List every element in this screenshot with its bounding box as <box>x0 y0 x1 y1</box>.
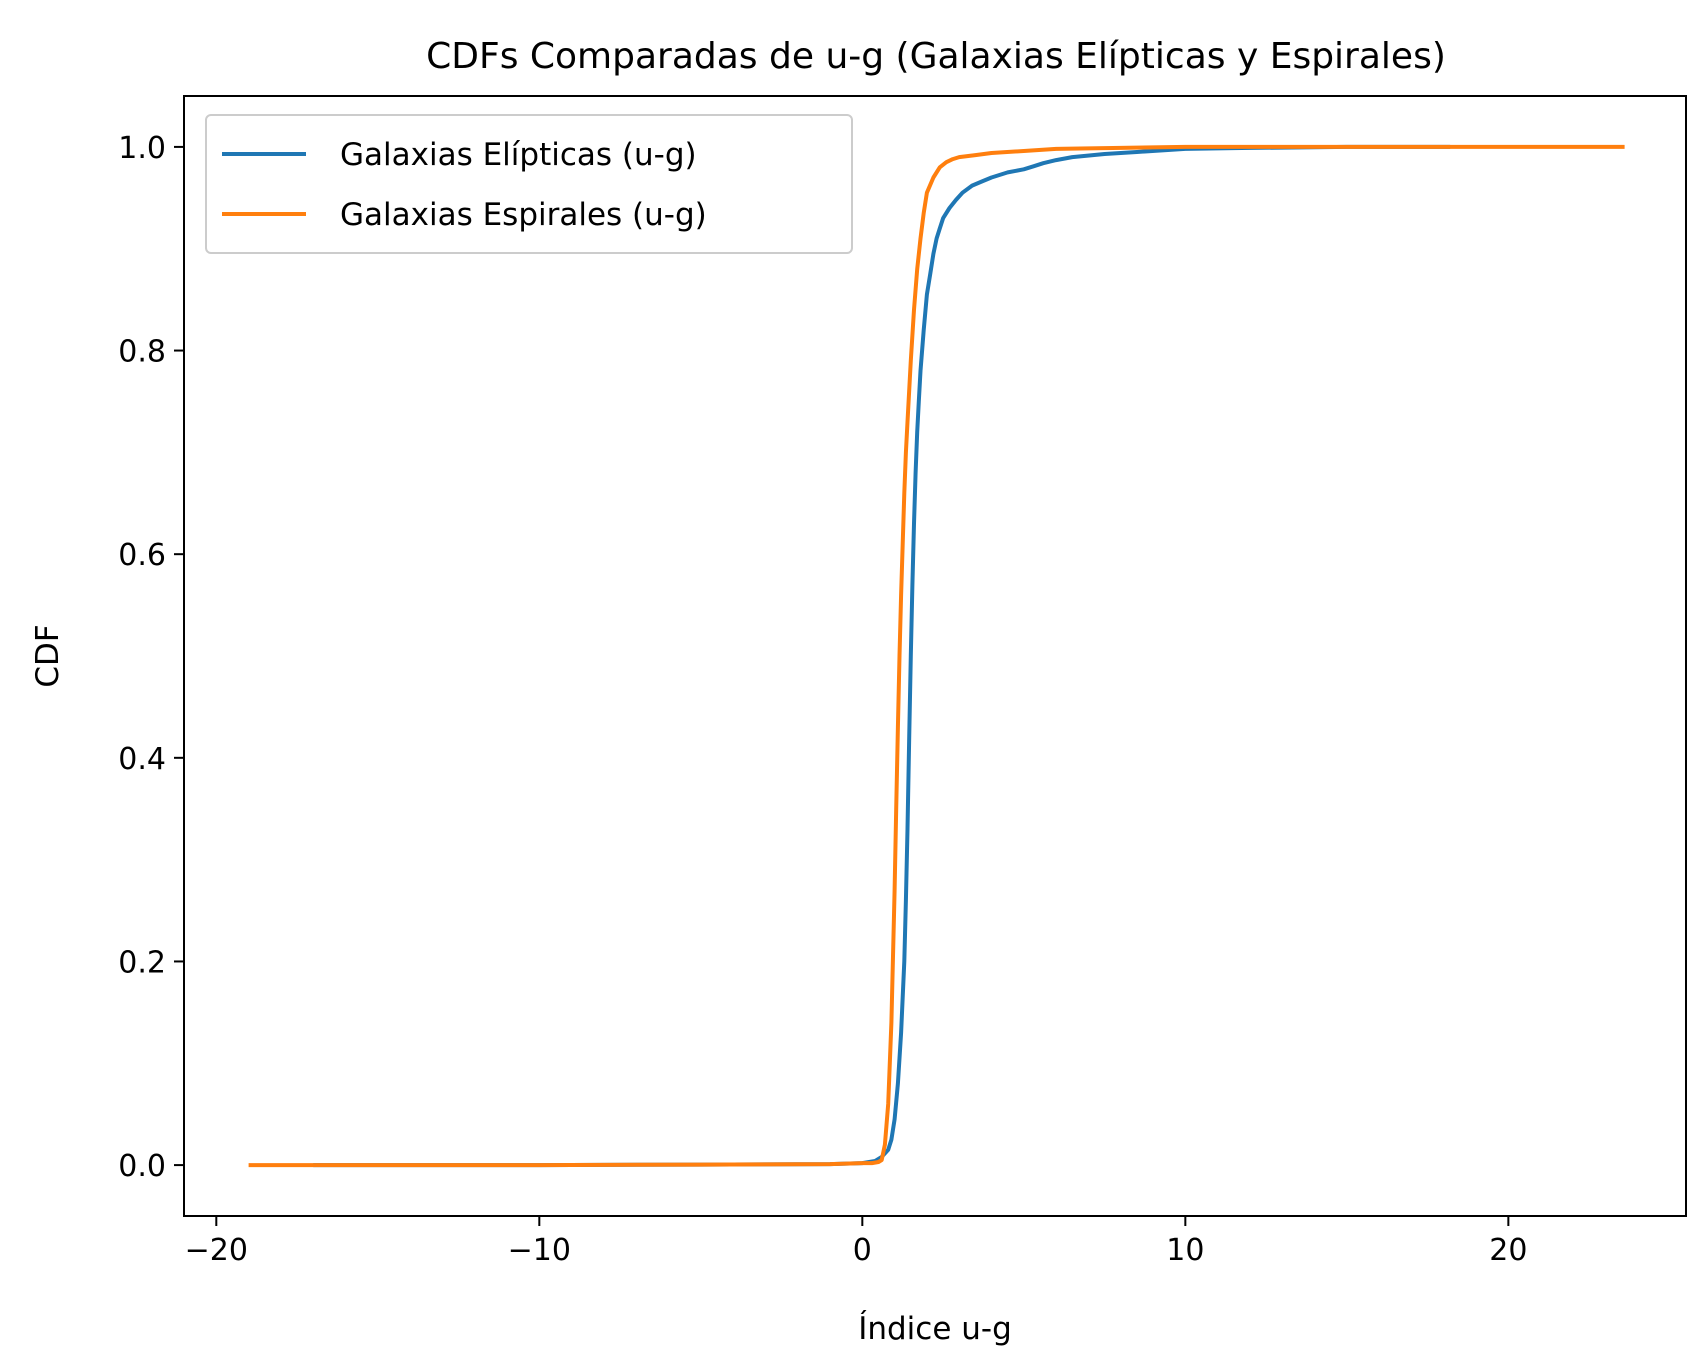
legend-label-espirales: Galaxias Espirales (u-g) <box>340 197 707 233</box>
legend-label-elipticas: Galaxias Elípticas (u-g) <box>340 137 697 173</box>
chart-title: CDFs Comparadas de u-g (Galaxias Elíptic… <box>426 36 1446 77</box>
x-tick-label: 0 <box>853 1233 872 1268</box>
y-tick-label: 1.0 <box>118 131 166 166</box>
y-axis-ticks: 0.0 0.2 0.4 0.6 0.8 1.0 <box>118 131 184 1184</box>
y-tick-label: 0.2 <box>118 945 166 980</box>
y-tick-label: 0.6 <box>118 538 166 573</box>
plot-area <box>184 96 1686 1216</box>
legend-box <box>205 114 853 254</box>
series-line-elipticas <box>313 144 1451 1168</box>
x-tick-label: −10 <box>508 1233 571 1268</box>
legend: Galaxias Elípticas (u-g) Galaxias Espira… <box>205 114 853 254</box>
y-tick-label: 0.4 <box>118 742 166 777</box>
x-tick-label: −20 <box>185 1233 248 1268</box>
y-axis-label: CDF <box>30 624 66 687</box>
series-layer <box>248 144 1625 1168</box>
series-line-espirales <box>248 144 1625 1168</box>
y-tick-label: 0.0 <box>118 1149 166 1184</box>
y-tick-label: 0.8 <box>118 335 166 370</box>
x-tick-label: 10 <box>1166 1233 1204 1268</box>
x-axis-label: Índice u-g <box>858 1311 1012 1347</box>
x-tick-label: 20 <box>1489 1233 1527 1268</box>
x-axis-ticks: −20 −10 0 10 20 <box>185 1216 1527 1268</box>
plot-frame <box>183 95 1687 1217</box>
